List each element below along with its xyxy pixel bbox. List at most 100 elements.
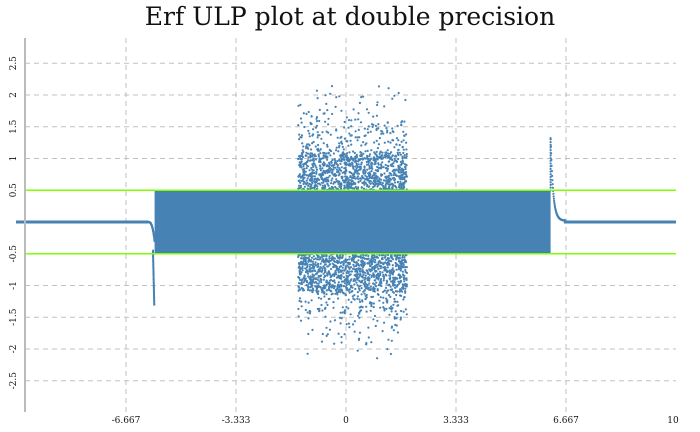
data-point <box>549 141 552 144</box>
data-point <box>312 165 315 168</box>
data-point <box>405 313 408 316</box>
data-point <box>392 130 395 134</box>
data-point <box>340 335 343 339</box>
y-tick-label: 2 <box>9 92 19 98</box>
data-point <box>318 270 321 273</box>
data-point <box>336 170 339 173</box>
data-point <box>404 98 407 102</box>
data-point <box>327 117 330 120</box>
data-point <box>348 291 351 294</box>
data-point <box>385 282 388 285</box>
data-point <box>302 145 305 148</box>
data-point <box>321 184 324 187</box>
data-point <box>347 184 351 187</box>
data-point <box>321 167 324 170</box>
data-point <box>324 274 327 277</box>
data-point <box>347 119 351 122</box>
data-point <box>328 257 331 260</box>
data-point <box>320 340 324 343</box>
data-point <box>345 278 348 281</box>
data-point <box>393 94 396 97</box>
data-point <box>369 265 372 268</box>
data-point <box>297 124 300 127</box>
data-point <box>394 262 398 265</box>
data-point <box>305 183 308 186</box>
data-point <box>383 309 386 312</box>
data-point <box>372 123 375 126</box>
data-point <box>380 154 384 157</box>
data-point <box>353 265 356 268</box>
data-point <box>361 300 364 303</box>
data-point <box>395 137 399 140</box>
data-point <box>386 149 389 152</box>
data-point <box>337 283 340 286</box>
data-point <box>369 288 372 292</box>
data-point <box>339 311 342 314</box>
data-point <box>377 179 380 182</box>
data-point <box>404 308 407 311</box>
data-point <box>339 162 342 165</box>
data-point <box>380 280 383 283</box>
data-point <box>381 161 384 164</box>
data-point <box>404 261 408 264</box>
data-point <box>401 182 404 185</box>
data-point <box>312 159 315 162</box>
data-point <box>346 152 349 155</box>
data-point <box>401 254 404 257</box>
data-point <box>373 290 376 293</box>
data-point <box>389 178 393 181</box>
data-point <box>549 167 552 170</box>
data-point <box>349 183 352 186</box>
data-point <box>311 168 314 171</box>
data-point <box>345 305 348 308</box>
data-point <box>315 178 318 181</box>
data-point <box>303 274 306 278</box>
data-point <box>378 177 381 180</box>
data-point <box>356 297 359 300</box>
data-point <box>380 163 383 166</box>
data-point <box>307 129 310 132</box>
data-point <box>328 187 331 190</box>
data-point <box>323 307 327 310</box>
data-point <box>394 173 397 176</box>
data-point <box>405 133 408 136</box>
data-point <box>370 295 373 299</box>
data-point <box>366 277 369 280</box>
data-point <box>352 150 355 153</box>
data-point <box>386 269 389 272</box>
data-point <box>337 174 340 177</box>
data-point <box>317 296 320 299</box>
data-point <box>397 139 400 142</box>
data-point <box>392 276 395 279</box>
data-point <box>310 183 313 187</box>
data-point <box>354 183 357 186</box>
data-point <box>324 94 327 97</box>
data-point <box>549 175 552 178</box>
data-point <box>394 265 397 268</box>
data-point <box>316 263 320 266</box>
data-point <box>326 156 329 159</box>
data-point <box>324 120 327 123</box>
data-point <box>333 259 336 262</box>
data-point <box>370 149 373 152</box>
data-point <box>375 281 378 284</box>
data-point <box>322 272 325 275</box>
data-point <box>378 299 381 302</box>
data-point <box>317 254 320 258</box>
data-point <box>308 268 311 271</box>
data-point <box>397 157 400 161</box>
data-point <box>367 326 370 329</box>
data-point <box>351 295 354 298</box>
data-point <box>326 171 329 174</box>
data-point <box>314 261 317 264</box>
data-point <box>382 254 385 257</box>
data-point <box>313 175 317 178</box>
data-point <box>313 163 316 166</box>
data-point <box>375 128 378 132</box>
data-point <box>552 192 555 195</box>
data-point <box>328 163 331 166</box>
data-point <box>319 266 322 269</box>
data-point <box>370 341 373 344</box>
data-point <box>549 183 552 186</box>
data-point <box>552 197 556 200</box>
